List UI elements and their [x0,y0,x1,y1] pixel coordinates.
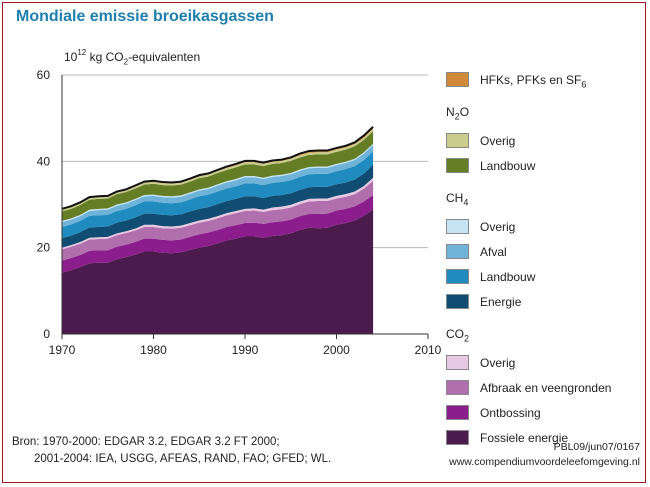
legend-label: Afval [480,245,507,259]
legend-label: Fossiele energie [480,431,568,445]
legend-label-sub: 6 [581,79,587,90]
unit-post: -equivalenten [128,50,201,64]
legend-label: Overig [480,134,515,148]
legend-label: Landbouw [480,270,535,284]
area-series-4 [62,164,374,248]
legend-group-title-sub: 2 [464,333,470,344]
legend-group-title: CH4 [446,191,469,208]
total-outline [61,126,374,210]
x-tick-label-2010: 2010 [415,343,442,357]
legend-group-title-main: CO [446,327,464,341]
legend-group-title-sub: 2 [454,111,460,122]
legend-swatch [446,269,469,284]
x-tick-label-1970: 1970 [49,343,76,357]
legend-label-text: Overig [480,220,516,234]
credits-code: PBL09/jun07/0167 [553,441,640,453]
source-line-1: Bron: 1970-2000: EDGAR 3.2, EDGAR 3.2 FT… [12,436,280,448]
area-series-8 [62,131,374,221]
unit-sub: 2 [123,57,129,67]
y-unit-label: 1012 kg CO2-equivalenten [64,48,201,67]
legend-group-title-post: O [459,105,470,119]
legend-label: Ontbossing [480,406,541,420]
area-series-1 [62,195,374,273]
legend-swatch [446,380,469,395]
legend-group-title-main: N [446,105,455,119]
x-tick-label-2000: 2000 [323,343,350,357]
source-note: Bron: 1970-2000: EDGAR 3.2, EDGAR 3.2 FT… [12,434,331,468]
legend-label-text: Fossiele energie [480,431,569,445]
x-tick-label-1980: 1980 [140,343,167,357]
legend-label-text: Afval [480,245,507,259]
legend-group-title-main: CH [446,191,464,205]
unit-pre: kg CO [86,50,124,64]
legend-swatch [446,219,469,234]
legend-swatch [446,430,469,445]
legend-label-text: Overig [480,356,516,370]
x-tick-label-1990: 1990 [232,343,259,357]
legend-label-text: Afbraak en veengronden [480,381,612,395]
legend-swatch [446,158,469,173]
legend-label-text: Ontbossing [480,406,541,420]
area-series-0 [62,209,374,334]
legend-group-title: CO2 [446,327,470,344]
legend-swatch [446,244,469,259]
legend-label: Overig [480,356,515,370]
legend-label: Afbraak en veengronden [480,381,611,395]
legend-swatch [446,133,469,148]
y-tick-label-0: 0 [43,327,50,341]
legend-swatch [446,72,469,87]
area-series-6 [62,144,374,227]
credits: PBL09/jun07/0167 www.compendiumvoordelee… [449,440,640,470]
legend-label: HFKs, PFKs en SF6 [480,73,587,90]
legend-swatch [446,405,469,420]
y-tick-label-60: 60 [37,68,51,82]
credits-url: www.compendiumvoordeleefomgeving.nl [449,456,640,468]
area-series-5 [62,151,374,239]
y-tick-label-40: 40 [37,154,51,168]
legend-label-text: HFKs, PFKs en SF [480,73,582,87]
legend-label: Landbouw [480,159,535,173]
legend-label: Overig [480,220,515,234]
legend-group-title: N2O [446,105,470,122]
unit-exponent: 12 [77,48,87,57]
legend-swatch [446,355,469,370]
legend-label-text: Landbouw [480,270,536,284]
chart-title: Mondiale emissie broeikasgassen [16,8,274,25]
legend-group-title-sub: 4 [463,197,469,208]
source-line-2: 2001-2004: IEA, USGG, AFEAS, RAND, FAO; … [34,453,332,465]
legend-label-text: Energie [480,295,522,309]
unit-base: 10 [64,50,78,64]
legend-label: Energie [480,295,521,309]
legend-label-text: Overig [480,134,516,148]
legend-label-text: Landbouw [480,159,536,173]
y-tick-label-20: 20 [37,241,51,255]
legend-swatch [446,294,469,309]
area-series-2 [62,180,374,261]
